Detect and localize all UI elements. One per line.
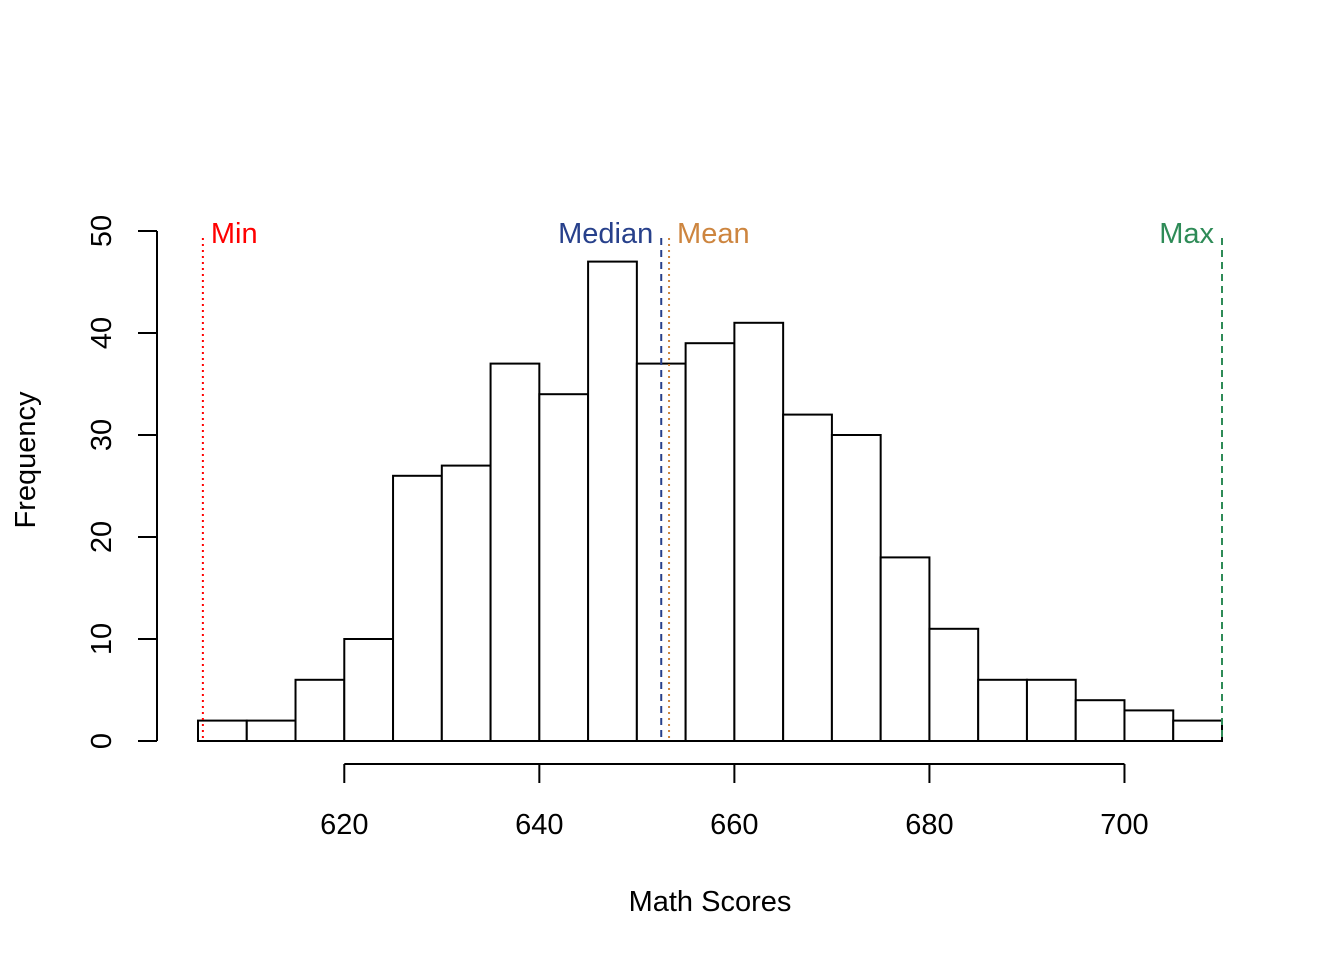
histogram-bar-685-690 [977,678,1028,742]
x-axis: 620 640 660 680 700 [320,763,1149,841]
histogram-bar-615-620 [294,678,346,742]
histogram-bars [197,260,1223,743]
y-tick-label: 30 [86,419,118,451]
median-reference-label: Median [558,218,653,250]
histogram-bar-610-615 [245,719,297,742]
reference-lines: Min Median Mean Max [201,218,1223,741]
histogram-bar-640-645 [538,393,590,742]
histogram-bar-605-610 [197,719,248,742]
histogram-bar-660-665 [733,321,785,742]
histogram-bar-675-680 [879,556,931,743]
histogram-bar-680-685 [928,627,980,742]
x-tick-label: 680 [905,809,953,841]
histogram-bar-655-660 [684,342,736,742]
y-tick-label: 10 [86,623,118,655]
x-tick-label: 620 [320,809,368,841]
histogram-bar-635-640 [489,362,541,742]
x-tick-label: 700 [1100,809,1148,841]
histogram-bar-620-625 [343,638,395,742]
x-axis-label: Math Scores [629,886,792,918]
y-tick-label: 50 [86,215,118,247]
histogram-bar-695-700 [1074,699,1126,743]
y-tick-label: 40 [86,317,118,349]
min-reference-label: Min [211,218,258,250]
x-tick-label: 640 [515,809,563,841]
histogram-bar-670-675 [830,434,882,742]
y-tick-label: 0 [86,733,118,749]
histogram-bar-625-630 [392,474,443,742]
y-axis-label: Frequency [10,391,42,529]
histogram-bar-705-710 [1172,719,1223,742]
histogram-bar-630-635 [440,464,492,742]
mean-reference-label: Mean [677,218,750,250]
histogram-bar-690-695 [1025,678,1077,742]
histogram-bar-665-670 [782,413,833,742]
y-tick-label: 20 [86,521,118,553]
histogram-bar-645-650 [587,260,638,742]
histogram-bar-700-705 [1123,709,1175,743]
x-tick-label: 660 [710,809,758,841]
y-axis: 0 10 20 30 40 50 [86,215,158,749]
max-reference-label: Max [1159,218,1214,250]
